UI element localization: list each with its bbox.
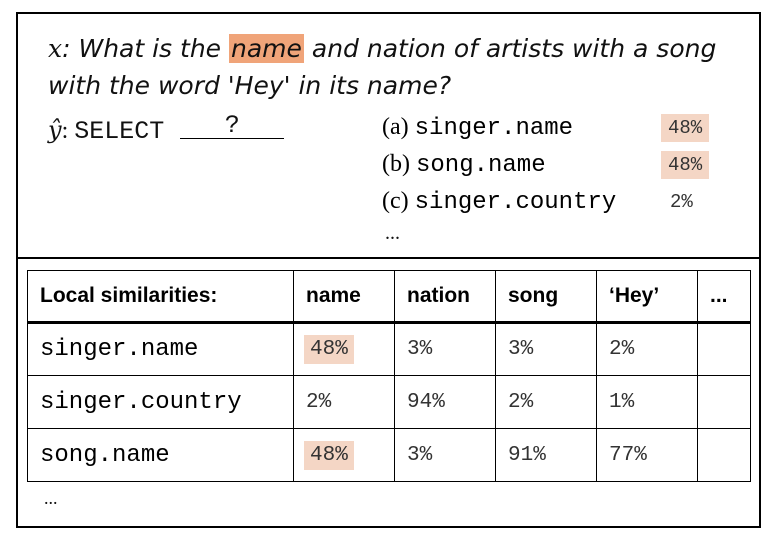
- table-cell: 94%: [394, 375, 496, 429]
- cell-value: 3%: [407, 338, 433, 361]
- section-divider: [16, 257, 761, 259]
- header-cell: Local similarities:: [27, 270, 294, 324]
- table-row: singer.country 2% 94% 2% 1%: [27, 375, 751, 429]
- table-cell: 1%: [596, 375, 698, 429]
- question-prefix: : What is the: [62, 34, 230, 63]
- prediction-keyword: SELECT: [74, 117, 165, 146]
- row-label: singer.name: [27, 322, 294, 376]
- cell-value: 1%: [609, 390, 635, 414]
- cell-value: 77%: [609, 443, 647, 467]
- option-letter: (a): [382, 114, 409, 140]
- question-highlight: name: [229, 34, 304, 63]
- options-ellipsis: ...: [385, 222, 400, 244]
- table-row: song.name 48% 3% 91% 77%: [27, 428, 751, 482]
- row-label: singer.country: [27, 375, 294, 429]
- table-cell: [697, 428, 751, 482]
- option-b: (b) song.name 48%: [382, 151, 742, 187]
- row-label: song.name: [27, 428, 294, 482]
- option-percent: 48%: [661, 151, 710, 179]
- header-cell: ‘Hey’: [596, 270, 698, 324]
- table-row: singer.name 48% 3% 3% 2%: [27, 322, 751, 376]
- option-text: singer.country: [414, 189, 617, 216]
- table-cell: 3%: [394, 322, 496, 376]
- question-suffix: and nation of artists with a song with t…: [48, 34, 717, 100]
- table-cell: 2%: [495, 375, 597, 429]
- cell-value: 3%: [407, 443, 433, 467]
- cell-value: 48%: [304, 335, 354, 364]
- prediction-row: ŷ: SELECT?: [48, 113, 285, 146]
- header-cell: ...: [697, 270, 751, 324]
- option-percent: 2%: [670, 191, 693, 213]
- header-cell: song: [495, 270, 597, 324]
- table-cell: [697, 375, 751, 429]
- cell-value: 3%: [508, 338, 534, 361]
- option-text: song.name: [415, 152, 546, 179]
- cell-value: 48%: [304, 440, 354, 470]
- option-percent: 48%: [661, 114, 710, 142]
- table-cell: 2%: [596, 322, 698, 376]
- option-text: singer.name: [414, 115, 574, 142]
- option-c: (c) singer.country 2%: [382, 188, 742, 224]
- option-letter: (b): [382, 151, 410, 177]
- table-cell: 3%: [394, 428, 496, 482]
- question-variable: x: [48, 34, 63, 63]
- table-cell: 77%: [596, 428, 698, 482]
- table-cell: 2%: [293, 375, 395, 429]
- header-cell: nation: [394, 270, 496, 324]
- table-cell: [697, 322, 751, 376]
- table-cell: 3%: [495, 322, 597, 376]
- cell-value: 2%: [306, 390, 332, 414]
- table-ellipsis: ...: [44, 488, 58, 508]
- table-cell: 48%: [293, 322, 395, 376]
- question-text: x: What is the name and nation of artist…: [48, 30, 748, 104]
- cell-value: 91%: [508, 443, 546, 467]
- option-a: (a) singer.name 48%: [382, 114, 742, 150]
- option-letter: (c): [382, 188, 409, 214]
- table-cell: 48%: [293, 428, 395, 482]
- table-header-row: Local similarities: name nation song ‘He…: [27, 270, 751, 324]
- header-cell: name: [293, 270, 395, 324]
- table-cell: 91%: [495, 428, 597, 482]
- similarity-table: Local similarities: name nation song ‘He…: [27, 270, 751, 482]
- cell-value: 94%: [407, 390, 445, 414]
- prediction-variable: ŷ: [48, 116, 62, 144]
- cell-value: 2%: [508, 390, 534, 414]
- cell-value: 2%: [609, 338, 635, 361]
- prediction-sep: :: [61, 118, 75, 144]
- prediction-blank: ?: [180, 113, 285, 139]
